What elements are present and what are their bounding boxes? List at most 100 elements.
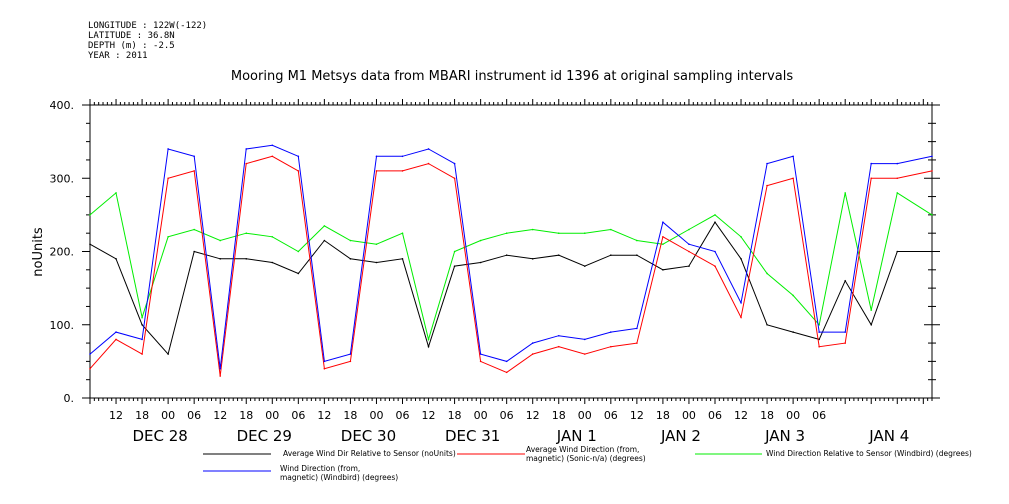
- data-point: [427, 162, 430, 165]
- x-tick-label: 00: [369, 409, 383, 422]
- plot-frame: [89, 104, 933, 399]
- x-tick-label: 00: [161, 409, 175, 422]
- data-point: [479, 261, 482, 264]
- data-point: [401, 232, 404, 234]
- data-point: [193, 228, 195, 231]
- data-point: [583, 265, 586, 267]
- x-tick-label: 18: [760, 409, 774, 422]
- data-point: [870, 177, 873, 180]
- data-point: [688, 243, 690, 245]
- data-point: [141, 316, 143, 319]
- data-point: [818, 323, 820, 326]
- data-point: [479, 353, 482, 355]
- x-tick-label: 00: [265, 409, 279, 422]
- data-point: [297, 272, 300, 275]
- data-point: [401, 155, 404, 158]
- data-point: [505, 232, 508, 234]
- data-point: [610, 345, 612, 348]
- data-point: [349, 258, 352, 260]
- data-point: [193, 170, 195, 172]
- data-point: [610, 228, 612, 231]
- y-tick-label: 300.: [50, 172, 75, 185]
- data-point: [714, 221, 716, 223]
- x-day-label: DEC 31: [445, 427, 500, 445]
- data-point: [219, 375, 222, 377]
- data-point: [141, 323, 143, 326]
- data-point: [219, 367, 222, 370]
- data-point: [141, 353, 143, 355]
- data-point: [740, 316, 742, 319]
- y-tick-label: 100.: [50, 319, 75, 332]
- x-tick-label: 00: [786, 409, 800, 422]
- data-point: [688, 250, 690, 253]
- x-tick-label: 12: [526, 409, 540, 422]
- data-point: [245, 162, 248, 165]
- year-label: YEAR : 2011: [88, 51, 148, 61]
- data-point: [401, 258, 404, 260]
- data-point: [219, 239, 222, 242]
- x-tick-label: 18: [343, 409, 357, 422]
- data-point: [557, 334, 560, 337]
- data-point: [557, 232, 560, 234]
- legend-label: Wind Direction Relative to Sensor (Windb…: [766, 449, 972, 458]
- data-point: [115, 338, 117, 341]
- data-point: [193, 250, 195, 253]
- data-point: [662, 269, 664, 271]
- x-day-label: DEC 30: [341, 427, 396, 445]
- data-point: [323, 225, 326, 227]
- data-point: [818, 345, 820, 348]
- data-point: [740, 236, 742, 238]
- x-tick-label: 00: [474, 409, 488, 422]
- x-day-label: JAN 4: [868, 427, 909, 445]
- data-point: [870, 323, 873, 326]
- y-tick-label: 200.: [50, 246, 75, 259]
- data-point: [453, 265, 456, 267]
- data-point: [740, 258, 742, 260]
- data-point: [714, 250, 716, 253]
- data-point: [557, 345, 560, 348]
- data-point: [688, 265, 690, 267]
- data-point: [531, 258, 534, 260]
- data-point: [297, 155, 300, 158]
- data-point: [896, 192, 899, 194]
- data-point: [931, 170, 933, 172]
- data-point: [375, 261, 378, 264]
- data-point: [193, 155, 195, 158]
- x-tick-label: 12: [317, 409, 331, 422]
- legend-label: magnetic) (Sonic-n/a) (degrees): [526, 454, 646, 463]
- x-tick-label: 06: [291, 409, 305, 422]
- data-point: [505, 360, 508, 363]
- data-point: [245, 258, 248, 260]
- x-day-label: DEC 28: [132, 427, 187, 445]
- y-tick-label: 400.: [50, 99, 75, 112]
- data-point: [662, 243, 664, 245]
- x-tick-label: 18: [239, 409, 253, 422]
- data-point: [662, 221, 664, 223]
- data-point: [167, 148, 169, 150]
- data-point: [141, 338, 143, 341]
- data-point: [844, 342, 846, 344]
- data-point: [610, 331, 612, 333]
- data-point: [531, 353, 534, 355]
- data-point: [323, 360, 326, 363]
- data-point: [766, 184, 768, 187]
- data-point: [375, 243, 378, 245]
- data-point: [844, 331, 846, 333]
- x-tick-label: 18: [656, 409, 670, 422]
- data-point: [896, 250, 899, 253]
- data-point: [349, 360, 352, 363]
- data-point: [505, 371, 508, 374]
- depth-label: DEPTH (m) : -2.5: [88, 41, 175, 51]
- x-tick-label: 18: [135, 409, 149, 422]
- data-point: [662, 236, 664, 238]
- x-day-label: JAN 1: [556, 427, 597, 445]
- data-point: [323, 367, 326, 370]
- data-point: [818, 331, 820, 333]
- data-point: [245, 148, 248, 150]
- x-day-label: DEC 29: [237, 427, 292, 445]
- data-point: [89, 367, 91, 370]
- data-point: [792, 155, 794, 158]
- data-point: [636, 327, 638, 330]
- data-point: [271, 144, 274, 147]
- legend-label: magnetic) (Windbird) (degrees): [280, 473, 398, 482]
